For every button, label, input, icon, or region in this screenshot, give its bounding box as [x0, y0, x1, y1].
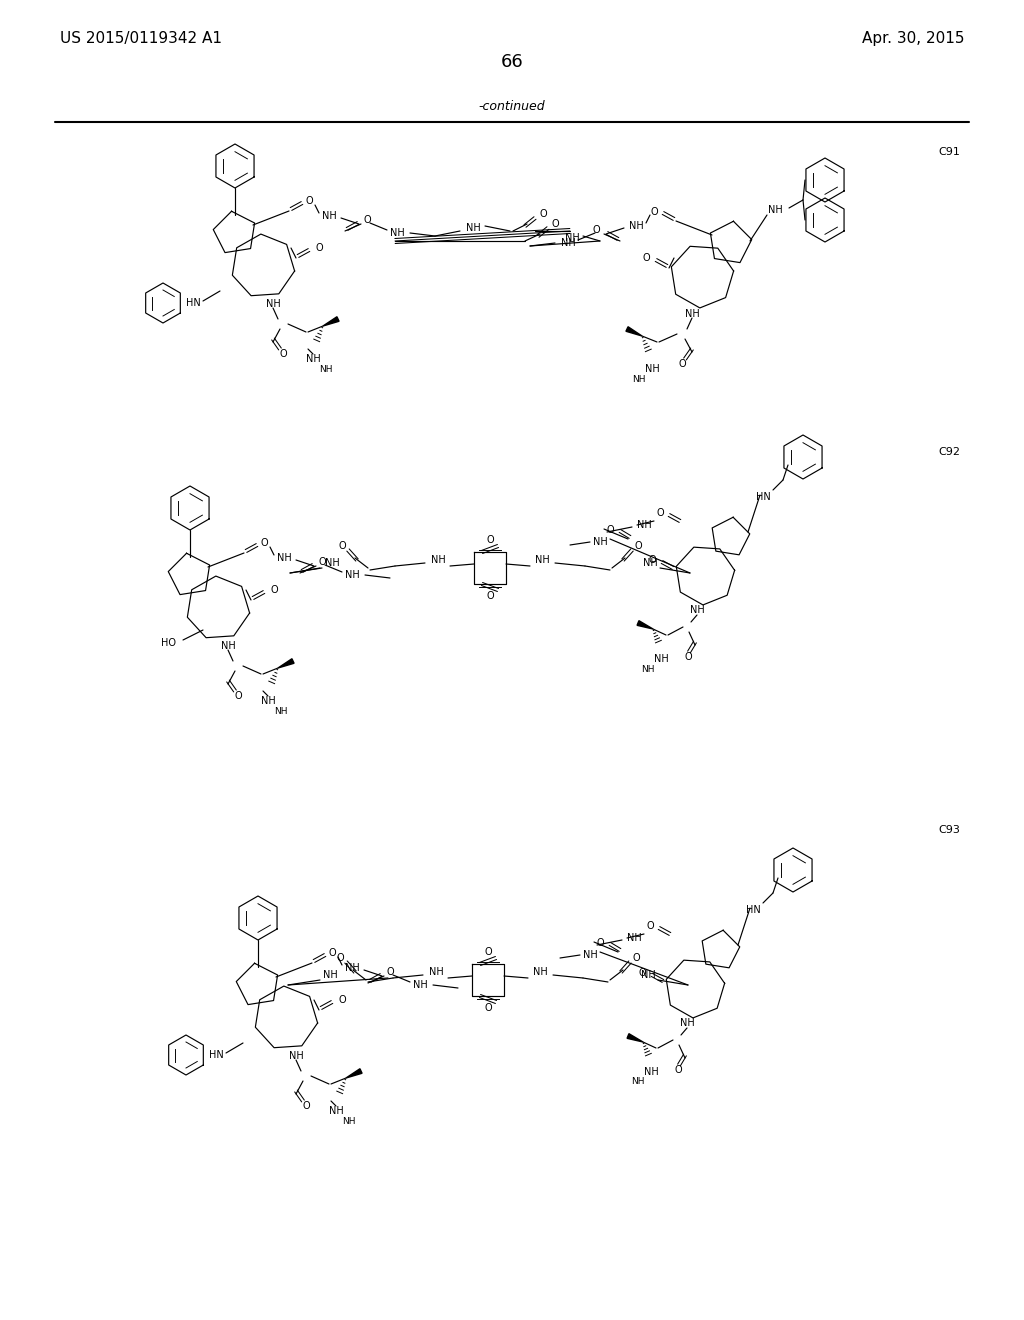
Text: O: O [318, 557, 326, 568]
Text: US 2015/0119342 A1: US 2015/0119342 A1 [60, 30, 222, 45]
Text: O: O [596, 939, 604, 948]
Text: NH: NH [629, 220, 643, 231]
Text: NH: NH [644, 1067, 658, 1077]
Text: NH: NH [564, 234, 580, 243]
Text: NH: NH [305, 354, 321, 364]
Text: O: O [484, 1003, 492, 1012]
Text: O: O [606, 525, 613, 535]
Text: HN: HN [745, 906, 761, 915]
Text: NH: NH [583, 950, 597, 960]
Text: O: O [336, 953, 344, 964]
Text: NH: NH [653, 653, 669, 664]
Text: O: O [486, 535, 494, 545]
Polygon shape [637, 620, 653, 630]
Text: O: O [678, 359, 686, 370]
Text: O: O [632, 953, 640, 964]
Polygon shape [278, 659, 294, 668]
Text: O: O [305, 195, 312, 206]
Text: NH: NH [689, 605, 705, 615]
Text: NH: NH [276, 553, 292, 564]
Text: HN: HN [756, 492, 770, 502]
Text: NH: NH [641, 664, 654, 673]
Text: NH: NH [329, 1106, 343, 1115]
Text: O: O [338, 541, 346, 550]
Text: O: O [338, 995, 346, 1005]
Text: C91: C91 [938, 147, 961, 157]
Text: NH: NH [535, 554, 549, 565]
Text: NH: NH [265, 300, 281, 309]
Text: O: O [260, 539, 268, 548]
Text: NH: NH [342, 1117, 355, 1126]
Text: O: O [634, 541, 642, 550]
Text: O: O [364, 215, 371, 224]
Text: NH: NH [322, 211, 336, 220]
Text: NH: NH [593, 537, 607, 546]
Text: O: O [486, 591, 494, 601]
Text: NH: NH [261, 696, 275, 706]
Text: O: O [638, 968, 646, 978]
Text: NH: NH [643, 558, 657, 568]
Text: O: O [648, 554, 655, 565]
Text: NH: NH [220, 642, 236, 651]
Text: O: O [328, 948, 336, 958]
Text: NH: NH [323, 970, 337, 979]
Text: -continued: -continued [478, 100, 546, 114]
Text: NH: NH [560, 238, 575, 248]
Text: NH: NH [680, 1018, 694, 1028]
Text: NH: NH [637, 520, 651, 531]
Polygon shape [323, 317, 339, 326]
Text: O: O [315, 243, 323, 253]
Text: O: O [270, 585, 278, 595]
Text: O: O [592, 224, 600, 235]
Text: O: O [302, 1101, 310, 1111]
Text: O: O [656, 508, 664, 517]
Text: NH: NH [289, 1051, 303, 1061]
Text: NH: NH [532, 968, 548, 977]
Text: C92: C92 [938, 447, 961, 457]
Text: O: O [674, 1065, 682, 1074]
Polygon shape [346, 1069, 362, 1078]
Text: O: O [484, 946, 492, 957]
Text: NH: NH [641, 970, 655, 979]
Text: NH: NH [466, 223, 480, 234]
Text: NH: NH [345, 570, 359, 579]
Text: NH: NH [768, 205, 782, 215]
Text: HN: HN [185, 298, 201, 308]
Text: NH: NH [389, 228, 404, 238]
Text: Apr. 30, 2015: Apr. 30, 2015 [861, 30, 964, 45]
Text: O: O [646, 921, 653, 931]
Text: O: O [280, 348, 287, 359]
Text: O: O [234, 690, 242, 701]
Text: NH: NH [319, 364, 333, 374]
Text: O: O [386, 968, 394, 977]
Text: NH: NH [631, 1077, 645, 1086]
Text: O: O [540, 209, 547, 219]
Text: C93: C93 [938, 825, 961, 836]
Text: NH: NH [413, 979, 427, 990]
Text: O: O [684, 652, 692, 663]
Text: O: O [650, 207, 657, 216]
Text: NH: NH [645, 364, 659, 374]
Text: NH: NH [274, 706, 288, 715]
Text: NH: NH [345, 964, 359, 973]
Text: O: O [642, 253, 650, 263]
Text: NH: NH [685, 309, 699, 319]
Text: HN: HN [209, 1049, 223, 1060]
Polygon shape [626, 327, 642, 337]
Text: NH: NH [632, 375, 646, 384]
Text: O: O [551, 219, 559, 228]
Text: NH: NH [431, 554, 445, 565]
Polygon shape [627, 1034, 643, 1041]
Text: NH: NH [325, 558, 339, 568]
Text: HO: HO [161, 638, 176, 648]
Text: 66: 66 [501, 53, 523, 71]
Text: NH: NH [429, 968, 443, 977]
Text: NH: NH [627, 933, 641, 942]
